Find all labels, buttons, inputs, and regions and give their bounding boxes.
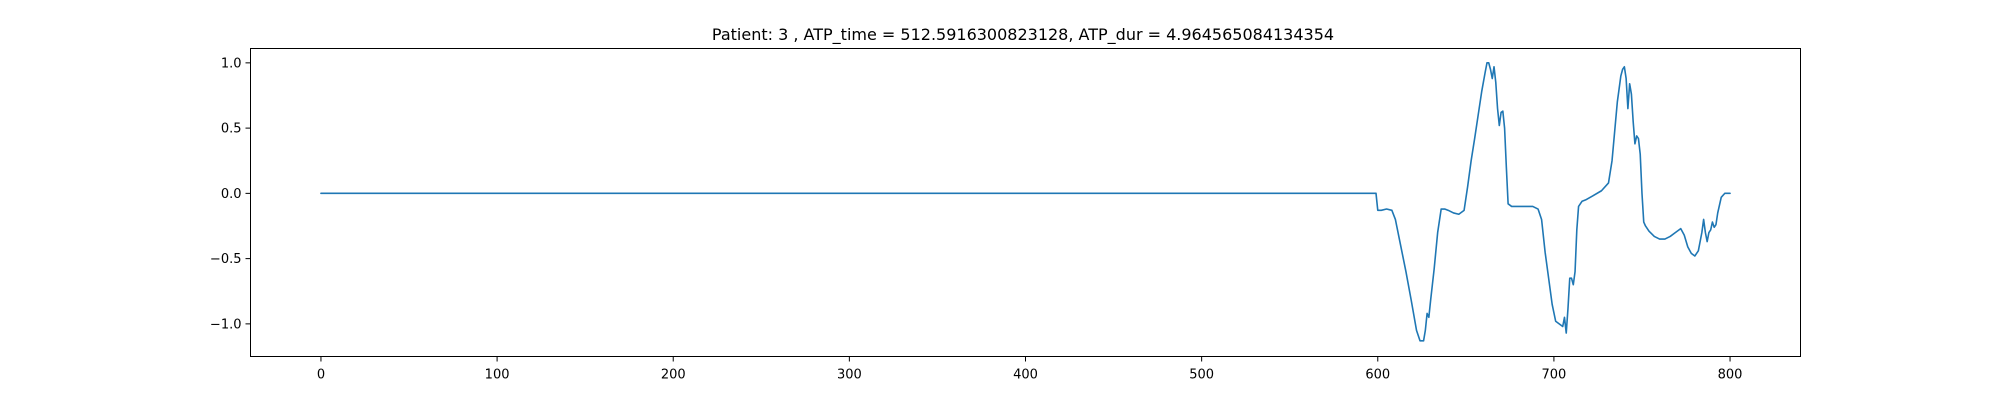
y-tick-label: 0.0: [221, 187, 242, 202]
y-tick-label: −0.5: [210, 252, 242, 267]
series-line-0: [320, 62, 1731, 342]
x-tick-label: 500: [1189, 368, 1214, 383]
x-tick-label: 0: [317, 368, 325, 383]
series-group: [320, 62, 1731, 342]
x-tick-label: 600: [1365, 368, 1390, 383]
y-tick-label: 0.5: [221, 122, 242, 137]
y-tick-label: 1.0: [221, 56, 242, 71]
x-tick-label: 300: [837, 368, 862, 383]
x-axis: 0 100 200 300 400 500 600 700 800: [317, 356, 1743, 383]
x-tick-label: 700: [1541, 368, 1566, 383]
x-tick-label: 100: [485, 368, 510, 383]
x-tick-label: 200: [661, 368, 686, 383]
plot-axes: 0 100 200 300 400 500 600 700 800 1.0 0.5 0.0 −0.5 −…: [210, 48, 1801, 383]
x-tick-label: 800: [1718, 368, 1743, 383]
x-tick-label: 400: [1013, 368, 1038, 383]
y-tick-label: −1.0: [210, 317, 242, 332]
chart-title: Patient: 3 , ATP_time = 512.591630082312…: [712, 25, 1334, 45]
y-axis: 1.0 0.5 0.0 −0.5 −1.0: [210, 56, 251, 332]
